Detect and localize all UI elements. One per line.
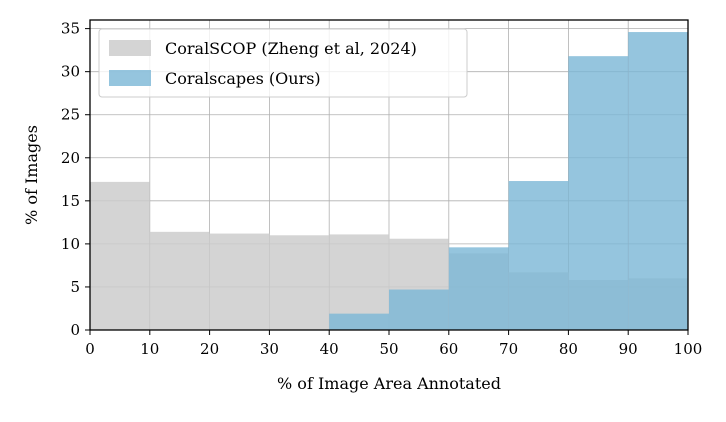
y-tick-label: 0 bbox=[70, 321, 80, 339]
y-tick-label: 35 bbox=[61, 20, 80, 38]
x-tick-label: 70 bbox=[499, 340, 518, 358]
bars bbox=[90, 32, 688, 331]
legend: CoralSCOP (Zheng et al, 2024) Coralscape… bbox=[98, 28, 468, 98]
legend-swatch-coralscop bbox=[109, 40, 151, 56]
bar-coralscapes bbox=[568, 56, 629, 331]
bar-coralscapes bbox=[508, 181, 569, 330]
y-tick-label: 10 bbox=[61, 235, 80, 253]
bar-coralscop bbox=[149, 231, 210, 330]
y-tick-label: 5 bbox=[70, 278, 80, 296]
bar-coralscop bbox=[90, 181, 150, 330]
legend-box bbox=[98, 28, 468, 98]
y-tick-label: 25 bbox=[61, 106, 80, 124]
x-tick-label: 50 bbox=[379, 340, 398, 358]
legend-label-coralscop: CoralSCOP (Zheng et al, 2024) bbox=[165, 39, 417, 58]
bar-coralscapes bbox=[329, 313, 389, 330]
x-tick-label: 20 bbox=[200, 340, 219, 358]
x-axis-label: % of Image Area Annotated bbox=[277, 374, 501, 393]
y-tick-label: 15 bbox=[61, 192, 80, 210]
x-tick-label: 80 bbox=[559, 340, 578, 358]
y-tick-label: 20 bbox=[61, 149, 80, 167]
bar-coralscapes bbox=[448, 247, 509, 330]
bar-coralscapes bbox=[628, 32, 688, 331]
y-axis-label: % of Images bbox=[22, 125, 41, 225]
x-tick-label: 90 bbox=[619, 340, 638, 358]
axis-ticks: 0 10 20 30 40 50 60 70 80 90 100 0 5 10 15 20 25 30 35 bbox=[61, 20, 702, 358]
x-tick-label: 10 bbox=[140, 340, 159, 358]
legend-swatch-coralscapes bbox=[109, 70, 151, 86]
legend-label-coralscapes: Coralscapes (Ours) bbox=[165, 69, 321, 88]
bar-coralscapes bbox=[389, 289, 449, 330]
x-tick-label: 40 bbox=[320, 340, 339, 358]
x-tick-label: 100 bbox=[674, 340, 703, 358]
bar-coralscop bbox=[269, 235, 330, 330]
x-tick-label: 30 bbox=[260, 340, 279, 358]
bar-coralscop bbox=[209, 233, 270, 330]
x-tick-label: 60 bbox=[439, 340, 458, 358]
x-tick-label: 0 bbox=[85, 340, 95, 358]
y-tick-label: 30 bbox=[61, 63, 80, 81]
